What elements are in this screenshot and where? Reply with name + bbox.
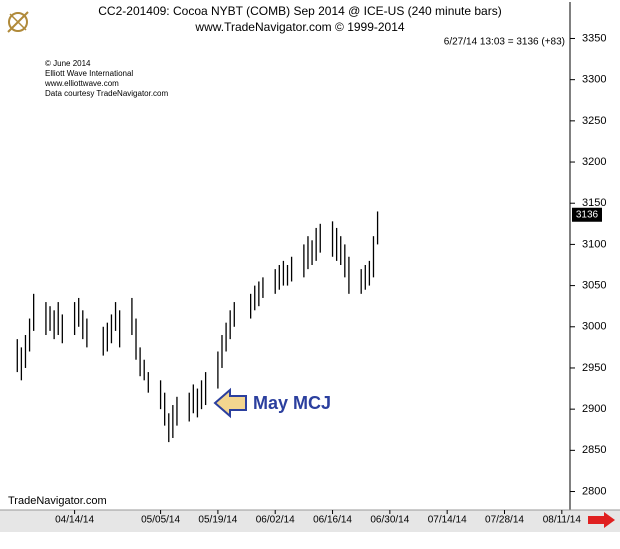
y-tick-label: 2850 xyxy=(582,444,606,456)
x-tick-label: 05/05/14 xyxy=(141,515,180,526)
x-tick-label: 07/14/14 xyxy=(428,515,467,526)
x-tick-label: 08/11/14 xyxy=(543,515,582,526)
scroll-arrow[interactable] xyxy=(588,512,615,528)
x-tick-label: 05/19/14 xyxy=(198,515,237,526)
annotation-arrow xyxy=(213,387,247,419)
x-tick-label: 06/30/14 xyxy=(370,515,409,526)
last-note: 6/27/14 13:03 = 3136 (+83) xyxy=(444,37,565,48)
last-price-label: 3136 xyxy=(576,209,599,220)
chart-title: CC2-201409: Cocoa NYBT (COMB) Sep 2014 @… xyxy=(98,4,501,18)
chart-subtitle: www.TradeNavigator.com © 1999-2014 xyxy=(194,20,404,34)
y-tick-label: 2950 xyxy=(582,362,606,374)
credit: Elliott Wave International xyxy=(45,69,133,78)
y-tick-label: 3200 xyxy=(582,156,606,168)
y-tick-label: 2900 xyxy=(582,403,606,415)
credit: © June 2014 xyxy=(45,59,91,68)
x-tick-label: 06/16/14 xyxy=(313,515,352,526)
y-tick-label: 3000 xyxy=(582,321,606,333)
logo xyxy=(7,11,29,33)
x-tick-label: 04/14/14 xyxy=(55,515,94,526)
y-tick-label: 3250 xyxy=(582,115,606,127)
x-tick-label: 07/28/14 xyxy=(485,515,524,526)
credit: www.elliottwave.com xyxy=(44,79,119,88)
y-tick-label: 3150 xyxy=(582,197,606,209)
y-tick-label: 3350 xyxy=(582,32,606,44)
y-tick-label: 2800 xyxy=(582,485,606,497)
y-tick-label: 3300 xyxy=(582,74,606,86)
x-axis-band xyxy=(0,510,620,532)
last-price-box xyxy=(572,207,602,222)
credit: Data courtesy TradeNavigator.com xyxy=(45,89,169,98)
watermark: TradeNavigator.com xyxy=(8,495,107,507)
x-tick-label: 06/02/14 xyxy=(256,515,295,526)
annotation: May MCJ xyxy=(253,393,331,413)
y-tick-label: 3100 xyxy=(582,238,606,250)
y-tick-label: 3050 xyxy=(582,279,606,291)
